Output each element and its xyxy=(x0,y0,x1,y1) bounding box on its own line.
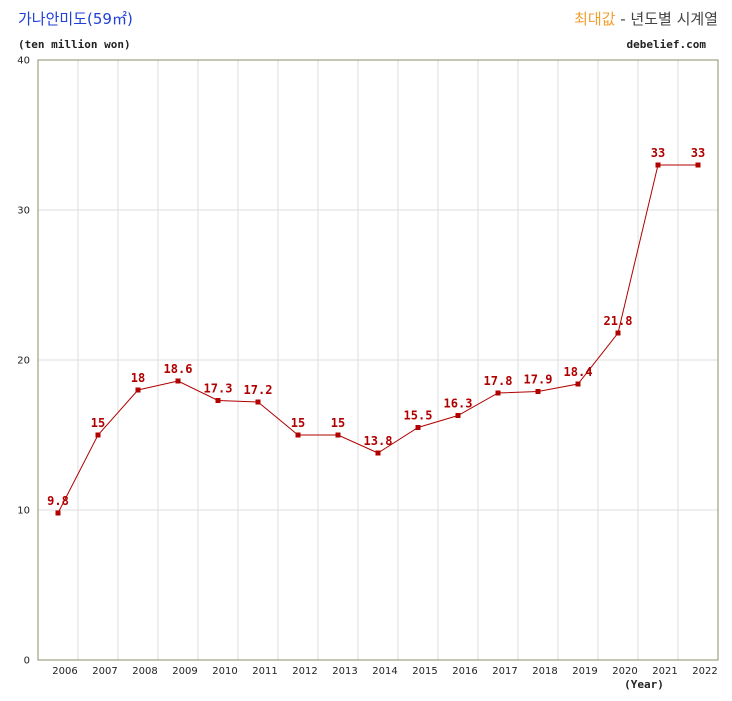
plot-frame xyxy=(37,59,719,661)
data-label: 21.8 xyxy=(604,314,633,328)
x-tick-label: 2022 xyxy=(692,666,717,677)
x-axis-title: (Year) xyxy=(624,678,664,691)
grid-lines xyxy=(38,60,718,660)
data-point xyxy=(695,162,701,168)
y-axis-ticks: 0 10 20 30 40 xyxy=(17,56,30,667)
data-label: 17.8 xyxy=(484,374,513,388)
y-axis-unit-label: (ten million won) xyxy=(18,38,131,51)
x-tick-label: 2009 xyxy=(172,666,197,677)
data-label: 17.2 xyxy=(244,383,273,397)
data-point xyxy=(615,330,621,336)
data-point xyxy=(455,413,461,418)
data-point xyxy=(575,381,581,387)
data-labels: 9.8 15 18 18.6 17.3 17.2 15 15 13.8 15.5 16.3 17.8 1… xyxy=(47,146,705,508)
x-tick-label: 2019 xyxy=(572,666,597,677)
x-tick-label: 2006 xyxy=(52,666,77,677)
x-tick-label: 2014 xyxy=(372,666,397,677)
data-label: 18 xyxy=(131,371,145,385)
data-label: 15 xyxy=(91,416,105,430)
data-label: 15 xyxy=(291,416,305,430)
subtitle-rest: - 년도별 시계열 xyxy=(615,10,718,28)
data-point xyxy=(415,425,421,430)
data-label: 15 xyxy=(331,416,345,430)
y-tick-label: 0 xyxy=(24,656,30,667)
x-tick-label: 2013 xyxy=(332,666,357,677)
series-line xyxy=(57,164,698,514)
x-tick-label: 2017 xyxy=(492,666,517,677)
data-label: 16.3 xyxy=(444,397,473,411)
data-label: 13.8 xyxy=(364,434,393,448)
data-point xyxy=(215,398,221,403)
x-tick-label: 2018 xyxy=(532,666,557,677)
data-point xyxy=(55,510,61,516)
subtitle-accent: 최대값 xyxy=(574,10,616,28)
data-point xyxy=(135,387,141,393)
data-point xyxy=(495,390,501,396)
x-axis-ticks: 2006 2007 2008 2009 2010 2011 2012 2013 2014 2015… xyxy=(52,666,717,677)
data-label: 18.4 xyxy=(564,365,593,379)
x-tick-label: 2010 xyxy=(212,666,237,677)
data-label: 18.6 xyxy=(164,362,193,376)
x-tick-label: 2021 xyxy=(652,666,677,677)
data-label: 33 xyxy=(691,146,705,160)
data-point xyxy=(655,162,661,168)
data-point xyxy=(175,378,181,384)
data-label: 17.9 xyxy=(524,373,553,387)
x-tick-label: 2011 xyxy=(252,666,277,677)
x-tick-label: 2016 xyxy=(452,666,477,677)
y-tick-label: 30 xyxy=(17,206,30,217)
data-point xyxy=(375,450,381,456)
data-point xyxy=(535,389,541,394)
data-points xyxy=(55,162,701,516)
data-point xyxy=(255,399,261,405)
x-tick-label: 2020 xyxy=(612,666,637,677)
data-label: 33 xyxy=(651,146,665,160)
chart-subtitle: 최대값 - 년도별 시계열 xyxy=(574,8,718,29)
data-label: 15.5 xyxy=(404,409,433,423)
x-tick-label: 2008 xyxy=(132,666,157,677)
y-tick-label: 20 xyxy=(17,356,30,367)
data-point xyxy=(295,432,301,438)
y-tick-label: 10 xyxy=(17,506,30,517)
site-name: debelief.com xyxy=(626,38,706,51)
data-point xyxy=(95,432,101,438)
data-label: 17.3 xyxy=(204,382,233,396)
data-label: 9.8 xyxy=(47,494,69,508)
y-tick-label: 40 xyxy=(17,56,30,67)
data-point xyxy=(335,432,341,438)
x-tick-label: 2007 xyxy=(92,666,117,677)
x-tick-label: 2015 xyxy=(412,666,437,677)
chart-title: 가나안미도(59㎡) xyxy=(18,10,133,28)
x-tick-label: 2012 xyxy=(292,666,317,677)
